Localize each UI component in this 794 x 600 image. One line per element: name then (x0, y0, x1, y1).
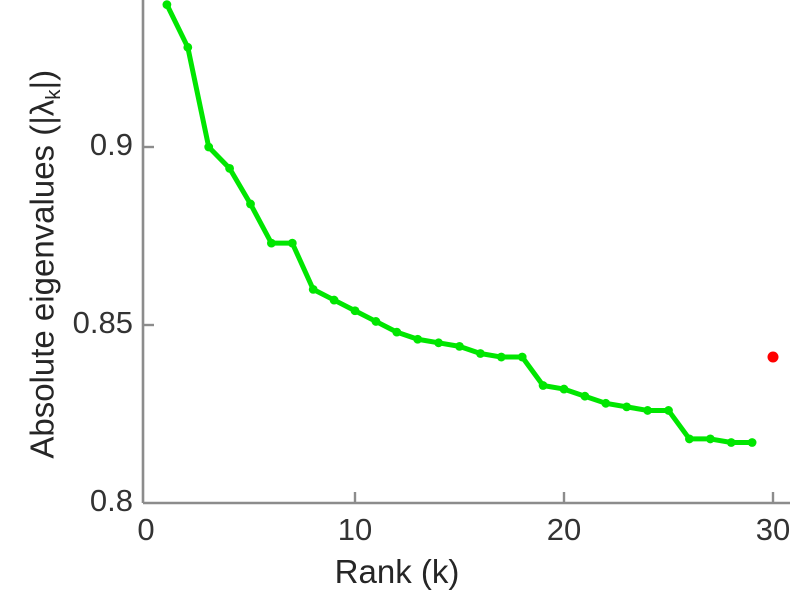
data-point-marker (664, 406, 673, 415)
y-axis-label: Absolute eigenvalues (|λk|) (23, 14, 65, 514)
data-point-marker (643, 406, 652, 415)
data-point-marker (517, 352, 527, 362)
data-point-marker (559, 384, 569, 394)
data-point-marker (162, 0, 172, 9)
x-tick-label: 30 (755, 512, 791, 547)
y-axis-label-suffix: |) (23, 69, 61, 90)
data-point-marker (580, 391, 590, 401)
axes-lines (141, 0, 790, 505)
data-point-marker (413, 334, 423, 344)
data-point-marker (476, 349, 485, 358)
data-point-marker (538, 381, 548, 390)
data-point-marker (371, 317, 381, 326)
data-point-marker (747, 438, 757, 447)
data-point-marker (392, 327, 402, 337)
y-tick-label: 0.8 (89, 483, 133, 518)
x-axis-label-text: Rank (k) (334, 553, 460, 590)
data-point-marker (350, 306, 360, 316)
data-point-marker (455, 341, 464, 351)
data-point-marker (726, 438, 736, 447)
data-point-marker (183, 42, 193, 52)
series-eigenvalue-spectrum (162, 0, 757, 447)
x-tick-label: 20 (546, 512, 582, 547)
data-point-marker (246, 199, 255, 209)
y-tick-label: 0.85 (72, 305, 133, 340)
data-point-marker (496, 352, 506, 362)
lambda-subscript: k (41, 89, 65, 100)
data-point-marker (308, 285, 318, 294)
data-point-marker (705, 434, 715, 444)
x-axis-label: Rank (k) (0, 555, 794, 588)
series-outlier-point (767, 351, 779, 363)
data-series (162, 0, 779, 447)
data-point-marker (267, 238, 276, 248)
lambda-symbol: λ (23, 99, 61, 117)
x-tick-label: 0 (137, 512, 155, 547)
data-point-marker (329, 295, 339, 305)
data-point-marker (434, 338, 443, 348)
data-point-marker (601, 398, 611, 408)
y-tick-label: 0.9 (89, 127, 133, 162)
data-point-marker (204, 142, 214, 152)
series-line (164, 2, 755, 445)
data-point-marker (622, 402, 632, 412)
outlier-point-marker (767, 351, 779, 363)
data-point-marker (225, 163, 235, 173)
y-axis-label-prefix: Absolute eigenvalues (| (23, 116, 61, 459)
data-point-marker (287, 238, 297, 248)
data-point-marker (685, 434, 694, 444)
tick-marks (143, 145, 775, 503)
x-tick-label: 10 (337, 512, 373, 547)
